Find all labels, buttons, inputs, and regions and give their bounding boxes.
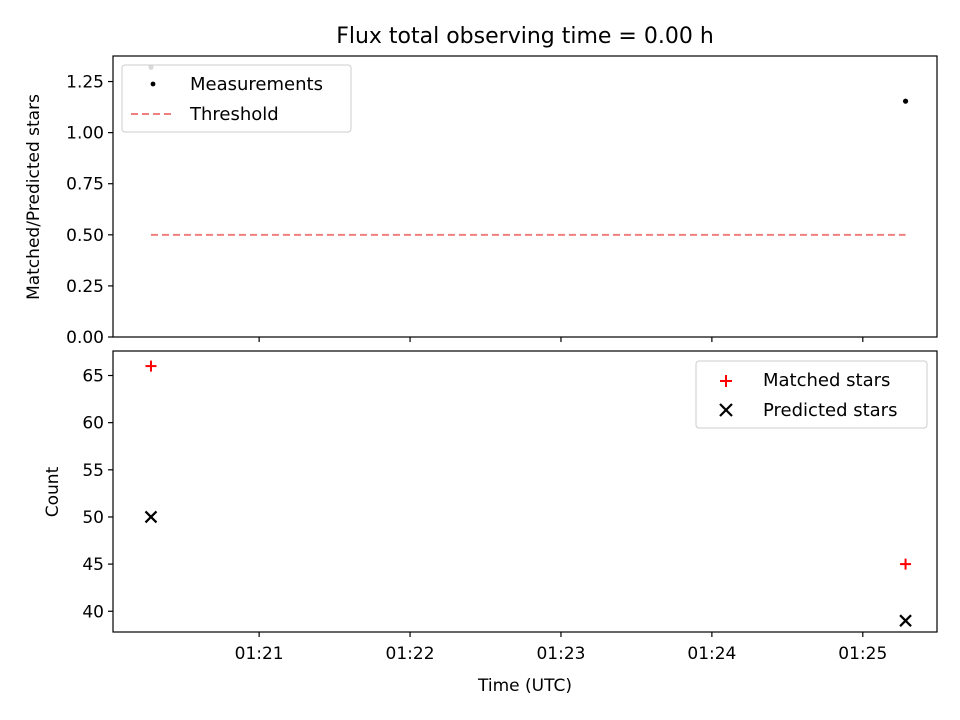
bottom-ytick-label: 40: [82, 602, 104, 622]
bottom-panel-xlabel: Time (UTC): [477, 676, 572, 696]
bottom-panel-marks: [144, 360, 912, 627]
bottom-legend-box: [695, 360, 928, 429]
top-panel-legend: Measurements Threshold: [121, 64, 352, 133]
bottom-xtick-label: 01:24: [687, 644, 736, 664]
bottom-panel-legend: Matched stars Predicted stars: [695, 360, 928, 429]
bottom-ytick-label: 50: [82, 508, 104, 528]
top-ytick-label: 0.50: [66, 226, 104, 246]
top-ytick-label: 0.00: [66, 328, 104, 348]
bottom-ytick-label: 45: [82, 555, 104, 575]
legend-measurements-label: Measurements: [190, 74, 323, 95]
measurements-point: [902, 98, 909, 104]
legend-matched-marker: [720, 375, 732, 387]
legend-matched-label: Matched stars: [763, 370, 890, 391]
predicted-stars-point-d2: [899, 614, 912, 627]
matched-stars-point: [145, 360, 157, 372]
bottom-panel-ticks: 40 45 50 55 60 65 01:21 01:22 01:23 01:24 01:25: [82, 367, 887, 664]
predicted-stars-point-d2: [144, 510, 158, 524]
top-ytick-label: 0.25: [66, 277, 104, 297]
top-ytick-label: 0.75: [66, 175, 104, 195]
top-panel-ticks: 0.00 0.25 0.50 0.75 1.00 1.25: [66, 73, 864, 348]
top-ytick-label: 1.25: [66, 73, 104, 93]
top-panel-ylabel: Matched/Predicted stars: [24, 94, 44, 300]
top-panel-frame: [112, 55, 938, 338]
top-panel: Flux total observing time = 0.00 h Match…: [24, 24, 938, 348]
predicted-stars-point: [144, 510, 158, 524]
bottom-xtick-label: 01:25: [838, 644, 887, 664]
bottom-panel-ylabel: Count: [43, 466, 63, 517]
bottom-xtick-label: 01:21: [235, 644, 284, 664]
top-ytick-label: 1.00: [66, 124, 104, 144]
bottom-xtick-label: 01:23: [536, 644, 585, 664]
bottom-ytick-label: 65: [82, 367, 104, 387]
legend-threshold-label: Threshold: [189, 104, 279, 125]
predicted-stars-point: [899, 614, 912, 627]
legend-measurements-marker: [150, 81, 156, 87]
top-legend-box: [121, 64, 352, 133]
bottom-ytick-label: 60: [82, 414, 104, 434]
bottom-xtick-label: 01:22: [386, 644, 435, 664]
bottom-panel-frame: [112, 350, 938, 633]
legend-predicted-marker: [719, 403, 733, 417]
bottom-panel: Count Time (UTC) 40 45 50 55 60 65 01:21 01:22 0…: [43, 350, 938, 696]
bottom-ytick-label: 55: [82, 461, 104, 481]
top-panel-title: Flux total observing time = 0.00 h: [336, 24, 714, 49]
matched-stars-point: [900, 558, 912, 570]
legend-predicted-label: Predicted stars: [763, 400, 897, 421]
